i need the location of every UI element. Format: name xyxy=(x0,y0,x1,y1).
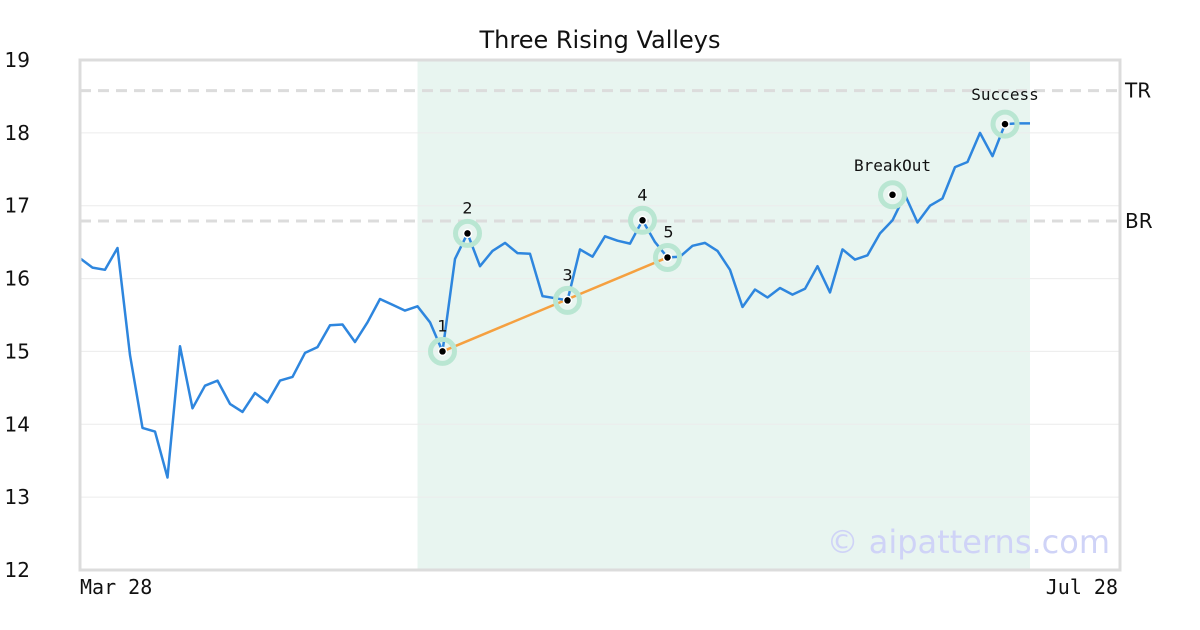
y-tick-label: 15 xyxy=(5,339,30,363)
pattern-point-highlight xyxy=(628,205,657,235)
pattern-point-highlight xyxy=(653,242,682,272)
pattern-point xyxy=(662,252,673,263)
pattern-point xyxy=(462,228,473,239)
pattern-point-label: 4 xyxy=(637,185,647,204)
pattern-point-label: 3 xyxy=(562,265,572,284)
pattern-point-highlight xyxy=(553,285,582,315)
pattern-point xyxy=(437,346,448,357)
pattern-point-label: 2 xyxy=(462,198,472,217)
watermark: © aipatterns.com xyxy=(827,523,1110,561)
y-tick-label: 18 xyxy=(5,121,30,145)
annotation-point xyxy=(887,190,898,200)
pattern-point xyxy=(637,215,648,226)
y-tick-label: 19 xyxy=(5,48,30,72)
x-tick-label: Mar 28 xyxy=(80,575,152,599)
pattern-point xyxy=(562,295,573,306)
annotation-point xyxy=(1000,119,1010,129)
y-tick-label: 12 xyxy=(5,558,30,582)
y-tick-label: 13 xyxy=(5,485,30,509)
x-tick-label: Jul 28 xyxy=(1046,575,1118,599)
annotation-label: Success xyxy=(971,85,1038,104)
pattern-point-highlight xyxy=(428,336,457,366)
pattern-point-label: 1 xyxy=(437,316,447,335)
pattern-point-highlight xyxy=(453,218,482,248)
annotation-point-highlight xyxy=(990,109,1020,139)
y-tick-label: 17 xyxy=(5,194,30,218)
plot-frame xyxy=(78,58,1122,572)
annotation-label: BreakOut xyxy=(854,156,931,175)
reference-line-label: BR xyxy=(1125,209,1153,233)
reference-line-label: TR xyxy=(1124,79,1151,103)
chart-title: Three Rising Valleys xyxy=(478,26,720,54)
y-tick-label: 16 xyxy=(5,267,30,291)
annotation-point-highlight xyxy=(878,180,907,210)
shaded-pattern-region xyxy=(417,60,1030,570)
pattern-point-label: 5 xyxy=(663,222,673,241)
y-tick-label: 14 xyxy=(5,412,30,436)
